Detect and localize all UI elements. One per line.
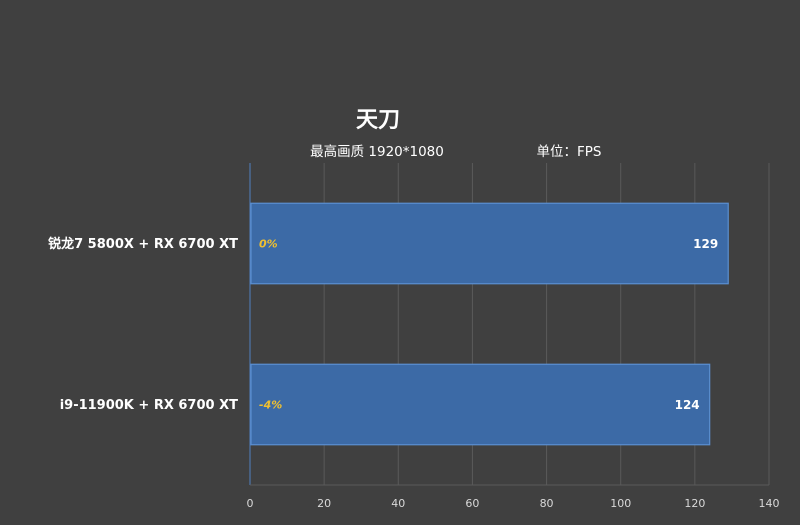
- bar: [250, 202, 729, 285]
- chart-title: 天刀: [356, 108, 400, 133]
- bar-value-label: 129: [693, 237, 718, 251]
- bar-percent-label: -4%: [259, 399, 282, 412]
- bar-percent-label: 0%: [259, 238, 278, 251]
- x-tick-label: 80: [540, 497, 554, 510]
- chart-subtitle-unit: 单位：FPS: [537, 144, 602, 160]
- x-tick-label: 60: [465, 497, 479, 510]
- bar: [250, 363, 711, 446]
- bars: 129 0% 124 -4%: [250, 202, 729, 446]
- chart-subtitle-quality: 最高画质 1920*1080: [310, 143, 444, 160]
- category-labels: 锐龙7 5800X + RX 6700 XT i9-11900K + RX 670…: [48, 236, 238, 413]
- category-label: 锐龙7 5800X + RX 6700 XT: [48, 236, 238, 252]
- x-tick-label: 120: [684, 497, 705, 510]
- x-tick-label: 20: [317, 497, 331, 510]
- x-axis-ticks: 0 20 40 60 80 100 120 140: [247, 497, 780, 510]
- x-tick-label: 140: [759, 497, 780, 510]
- x-tick-label: 0: [247, 497, 254, 510]
- x-tick-label: 40: [391, 497, 405, 510]
- category-label: i9-11900K + RX 6700 XT: [60, 398, 238, 413]
- bar-value-label: 124: [675, 398, 700, 412]
- x-tick-label: 100: [610, 497, 631, 510]
